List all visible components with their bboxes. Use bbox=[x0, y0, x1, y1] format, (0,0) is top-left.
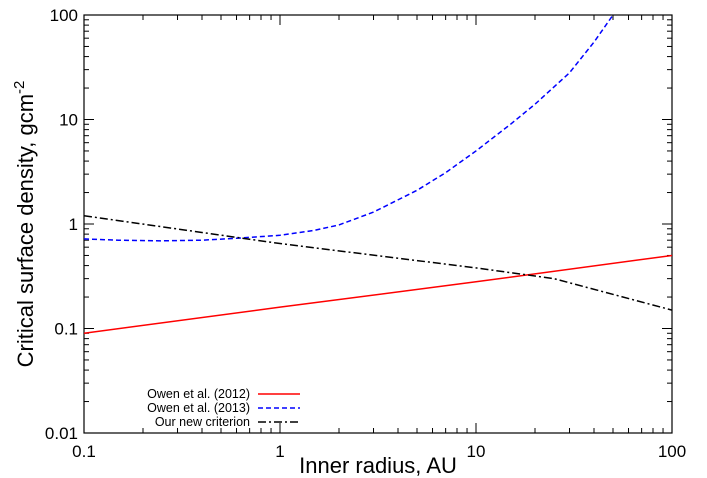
plot-area bbox=[83, 14, 673, 434]
y-tick-label: 0.1 bbox=[54, 320, 78, 339]
x-tick-label: 10 bbox=[467, 442, 486, 461]
ticks bbox=[83, 15, 672, 434]
x-tick-label: 100 bbox=[658, 442, 686, 461]
y-axis-label-main: Critical surface density, gcm bbox=[13, 94, 38, 367]
x-axis-label: Inner radius, AU bbox=[299, 453, 457, 478]
x-tick-label: 1 bbox=[275, 442, 284, 461]
legend-label: Owen et al. (2013) bbox=[147, 401, 250, 415]
legend-label: Owen et al. (2012) bbox=[147, 387, 250, 401]
y-tick-label: 0.01 bbox=[45, 424, 78, 443]
plot-frame bbox=[83, 14, 673, 434]
y-tick-label: 1 bbox=[69, 215, 78, 234]
legend: Owen et al. (2012)Owen et al. (2013)Our … bbox=[147, 387, 300, 429]
series-line-3 bbox=[84, 214, 672, 311]
x-tick-label: 0.1 bbox=[72, 442, 96, 461]
series-line-2 bbox=[84, 15, 614, 242]
y-tick-label: 100 bbox=[50, 6, 78, 25]
series-layer bbox=[84, 15, 672, 335]
y-axis-label: Critical surface density, gcm-2 bbox=[11, 81, 38, 368]
y-axis-label-sup: -2 bbox=[11, 81, 28, 94]
series-line-1 bbox=[84, 254, 672, 335]
legend-label: Our new criterion bbox=[155, 415, 250, 429]
y-tick-label: 10 bbox=[59, 111, 78, 130]
